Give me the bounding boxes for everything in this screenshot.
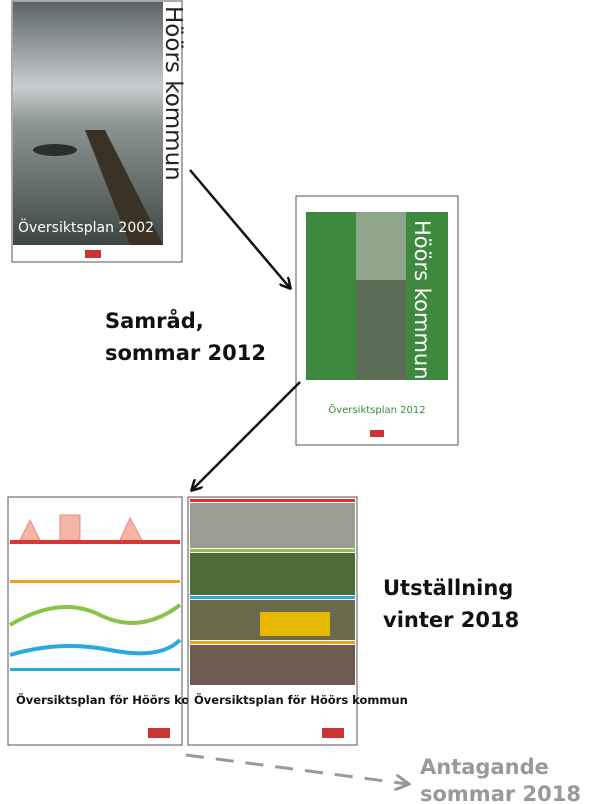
cover-2002: Höörs kommun Översiktsplan 2002 (12, 1, 186, 262)
cover-subtitle: Översiktsplan 2002 (18, 218, 154, 236)
cover-photo-water (356, 280, 406, 380)
stage-label: sommar 2018 (420, 782, 581, 804)
cover-subtitle: Översiktsplan 2012 (328, 403, 425, 416)
photo (190, 503, 355, 548)
cover-2018-b: Översiktsplan för Höörs kommun (188, 497, 408, 745)
stripe (190, 596, 355, 599)
stripe (190, 499, 355, 502)
bus (260, 612, 330, 636)
photo (190, 553, 355, 595)
logo (322, 728, 344, 738)
logo (85, 250, 101, 258)
stripe (10, 580, 180, 583)
stage-label: vinter 2018 (383, 608, 519, 632)
logo (370, 430, 384, 437)
green-band (306, 212, 356, 380)
cover-2012: Höörs kommun Översiktsplan 2012 (296, 196, 458, 445)
photo (190, 645, 355, 685)
boat (33, 144, 77, 156)
cover-title: Höörs kommun (410, 220, 434, 380)
logo (148, 728, 170, 738)
dashed-arrow (186, 755, 408, 784)
stage-label: sommar 2012 (105, 341, 266, 365)
stage-label: Samråd, (105, 308, 204, 333)
cover-title: Översiktsplan för Höörs kommun (194, 692, 408, 707)
stripe (10, 540, 180, 544)
stripe (10, 668, 180, 671)
arrow (190, 170, 290, 288)
stage-label: Antagande (420, 755, 549, 779)
stage-label: Utställning (383, 576, 513, 600)
stripe (190, 641, 355, 644)
arrow (192, 382, 300, 490)
cover-title: Höörs kommun (160, 6, 186, 181)
stripe (190, 549, 355, 552)
process-diagram: Höörs kommun Översiktsplan 2002 Höörs ko… (0, 0, 594, 804)
